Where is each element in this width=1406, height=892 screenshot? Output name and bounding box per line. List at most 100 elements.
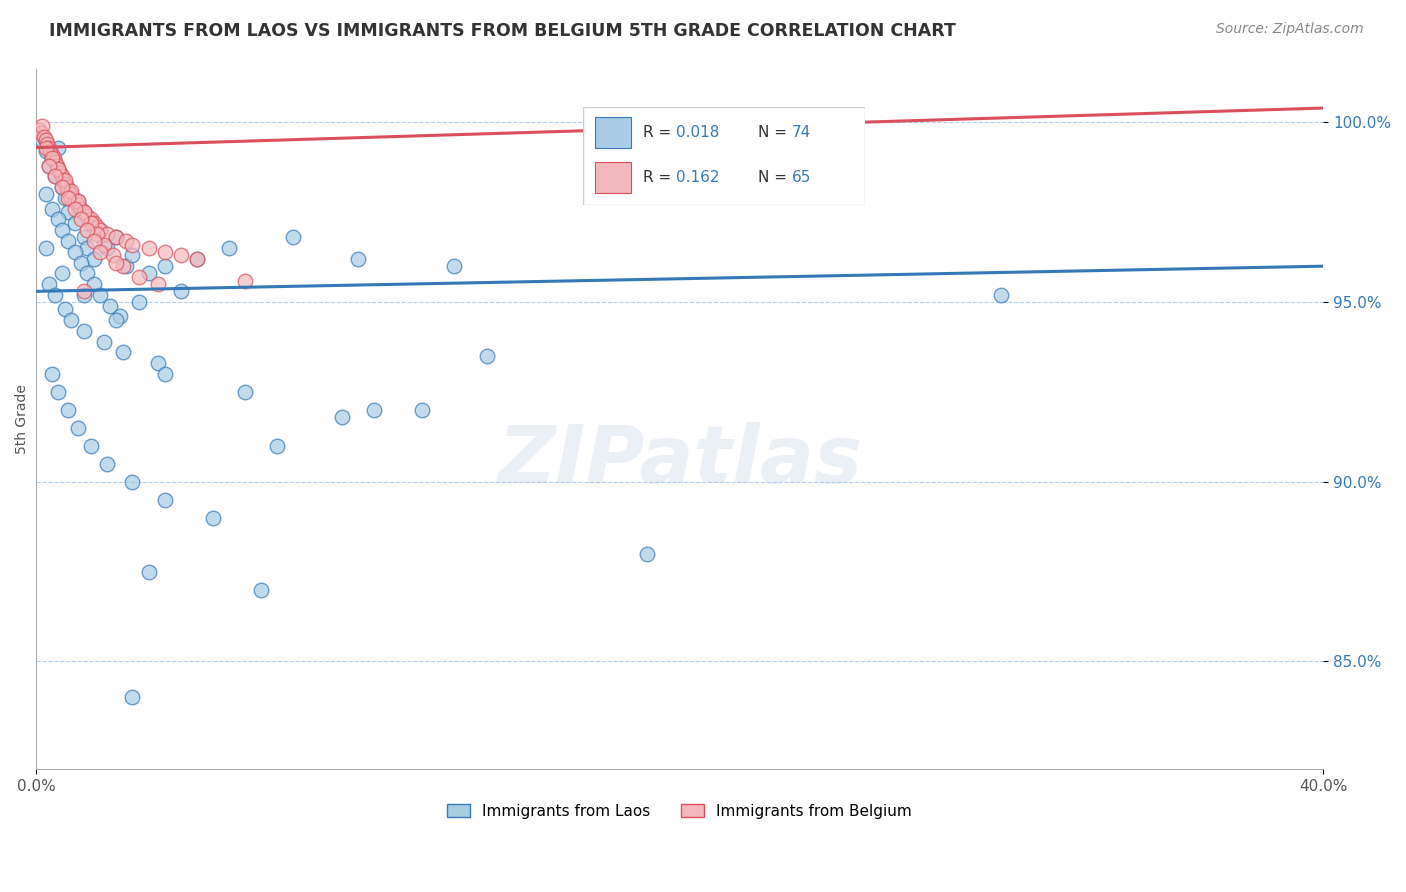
Point [115, 259, 138, 273]
Text: IMMIGRANTS FROM LAOS VS IMMIGRANTS FROM BELGIUM 5TH GRADE CORRELATION CHART: IMMIGRANTS FROM LAOS VS IMMIGRANTS FROM … [49, 22, 956, 40]
Point [128, 269, 150, 284]
Point [89, 288, 111, 302]
Point [121, 475, 143, 489]
Point [89, 223, 111, 237]
Point [128, 295, 150, 310]
Text: 0.162: 0.162 [676, 170, 720, 186]
Point [115, 234, 138, 248]
Point [60, 184, 83, 198]
Point [45, 159, 67, 173]
Text: 74: 74 [792, 125, 811, 140]
Point [153, 492, 176, 507]
Point [56, 234, 79, 248]
Point [105, 230, 128, 244]
Point [39, 144, 62, 158]
Point [105, 255, 128, 269]
Point [121, 237, 143, 252]
Point [76, 223, 98, 237]
Point [63, 244, 86, 259]
Point [138, 266, 160, 280]
Point [93, 237, 115, 252]
Point [121, 248, 143, 262]
Text: ZIPatlas: ZIPatlas [498, 422, 862, 500]
Point [51, 180, 73, 194]
Point [475, 349, 498, 363]
Point [153, 367, 176, 381]
Point [990, 288, 1012, 302]
Point [34, 144, 56, 158]
Legend: Immigrants from Laos, Immigrants from Belgium: Immigrants from Laos, Immigrants from Be… [441, 797, 918, 825]
Text: 65: 65 [792, 170, 811, 186]
Point [56, 403, 79, 417]
Point [55, 180, 77, 194]
Point [83, 277, 105, 292]
Text: R =: R = [643, 170, 676, 186]
Point [201, 510, 224, 524]
Point [38, 159, 60, 173]
Point [636, 547, 658, 561]
Point [103, 248, 125, 262]
Point [105, 313, 128, 327]
Point [108, 310, 131, 324]
Point [73, 230, 96, 244]
Point [73, 288, 96, 302]
Point [83, 216, 105, 230]
Point [170, 285, 193, 299]
Point [283, 230, 305, 244]
Point [66, 194, 89, 209]
Point [63, 202, 86, 216]
Point [111, 345, 134, 359]
Point [266, 439, 288, 453]
Point [153, 244, 176, 259]
Point [233, 384, 256, 399]
Point [34, 140, 56, 154]
Text: R =: R = [643, 125, 676, 140]
Point [60, 187, 83, 202]
Point [28, 122, 51, 136]
Point [83, 234, 105, 248]
Point [31, 133, 53, 147]
Point [53, 173, 76, 187]
Point [53, 302, 76, 317]
Point [31, 119, 53, 133]
Point [98, 299, 121, 313]
Point [59, 187, 82, 202]
Point [38, 159, 60, 173]
Point [86, 219, 108, 234]
Point [170, 248, 193, 262]
Point [70, 255, 93, 269]
Point [51, 266, 73, 280]
Point [73, 324, 96, 338]
Point [44, 169, 66, 184]
Point [138, 565, 160, 579]
Point [41, 152, 63, 166]
Point [79, 216, 101, 230]
Point [34, 133, 56, 147]
Point [51, 223, 73, 237]
Point [51, 169, 73, 184]
Point [605, 108, 627, 122]
Point [89, 223, 111, 237]
Point [121, 690, 143, 705]
Point [38, 277, 60, 292]
Point [63, 216, 86, 230]
Point [89, 244, 111, 259]
Point [76, 241, 98, 255]
Point [48, 212, 70, 227]
Point [76, 209, 98, 223]
Point [73, 285, 96, 299]
Point [86, 227, 108, 241]
Point [138, 241, 160, 255]
Y-axis label: 5th Grade: 5th Grade [15, 384, 30, 454]
Point [83, 252, 105, 266]
Point [96, 457, 118, 471]
Point [41, 148, 63, 162]
Point [105, 230, 128, 244]
Point [56, 184, 79, 198]
Point [56, 205, 79, 219]
Point [346, 252, 368, 266]
Point [70, 202, 93, 216]
Point [96, 241, 118, 255]
Point [66, 421, 89, 435]
Point [70, 212, 93, 227]
